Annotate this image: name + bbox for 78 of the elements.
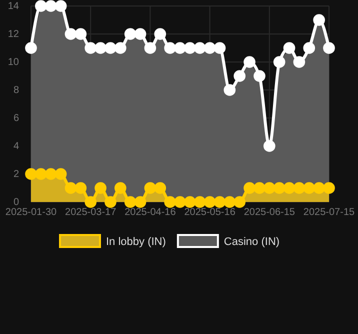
- x-tick-label: 2025-07-15: [303, 207, 356, 218]
- y-tick-label: 10: [8, 57, 20, 68]
- point: [234, 70, 246, 82]
- point: [114, 182, 126, 194]
- point: [254, 182, 266, 194]
- point: [323, 42, 335, 54]
- point: [25, 42, 37, 54]
- point: [84, 42, 97, 54]
- point: [204, 42, 216, 54]
- x-tick-label: 2025-06-15: [244, 207, 296, 218]
- point: [124, 28, 136, 40]
- y-tick-label: 0: [13, 197, 20, 208]
- point: [244, 56, 256, 68]
- point: [44, 0, 57, 12]
- x-tick-label: 2025-03-17: [65, 207, 117, 218]
- point: [35, 168, 47, 180]
- point: [263, 140, 276, 152]
- y-tick-label: 8: [13, 85, 20, 96]
- point: [94, 182, 106, 194]
- point: [114, 42, 126, 54]
- x-tick-label: 2025-04-16: [124, 207, 176, 218]
- point: [273, 56, 286, 68]
- point: [134, 28, 146, 40]
- point: [303, 42, 316, 54]
- point: [104, 42, 116, 54]
- point: [164, 42, 176, 54]
- point: [104, 196, 116, 208]
- point: [54, 0, 67, 12]
- point: [313, 14, 325, 26]
- point: [254, 70, 266, 82]
- y-tick-label: 12: [8, 29, 20, 40]
- legend-label: Casino (IN): [224, 236, 280, 248]
- point: [44, 168, 57, 180]
- point: [174, 196, 186, 208]
- point: [293, 56, 306, 68]
- point: [204, 196, 216, 208]
- point: [303, 182, 316, 194]
- point: [263, 182, 276, 194]
- point: [154, 182, 166, 194]
- point: [94, 42, 106, 54]
- point: [164, 196, 176, 208]
- y-tick-label: 2: [13, 169, 20, 180]
- point: [234, 196, 246, 208]
- y-tick-label: 4: [13, 141, 20, 152]
- point: [124, 196, 136, 208]
- point: [74, 28, 87, 40]
- point: [283, 42, 296, 54]
- point: [64, 28, 77, 40]
- point: [144, 182, 156, 194]
- y-tick-label: 14: [8, 1, 20, 12]
- point: [224, 196, 236, 208]
- point: [144, 42, 156, 54]
- point: [184, 196, 196, 208]
- x-tick-label: 2025-01-30: [5, 207, 58, 218]
- point: [84, 196, 97, 208]
- point: [25, 168, 37, 180]
- point: [134, 196, 146, 208]
- point: [244, 182, 256, 194]
- point: [323, 182, 335, 194]
- legend-label: In lobby (IN): [106, 236, 166, 248]
- point: [35, 0, 47, 12]
- point: [74, 182, 87, 194]
- point: [194, 196, 206, 208]
- point: [154, 28, 166, 40]
- point: [283, 182, 296, 194]
- point: [54, 168, 67, 180]
- point: [293, 182, 306, 194]
- x-tick-label: 2025-05-16: [184, 207, 236, 218]
- y-tick-label: 6: [13, 113, 20, 124]
- point: [194, 42, 206, 54]
- point: [214, 196, 226, 208]
- point: [174, 42, 186, 54]
- point: [184, 42, 196, 54]
- point: [224, 84, 236, 96]
- point: [214, 42, 226, 54]
- point: [273, 182, 286, 194]
- point: [64, 182, 77, 194]
- point: [313, 182, 325, 194]
